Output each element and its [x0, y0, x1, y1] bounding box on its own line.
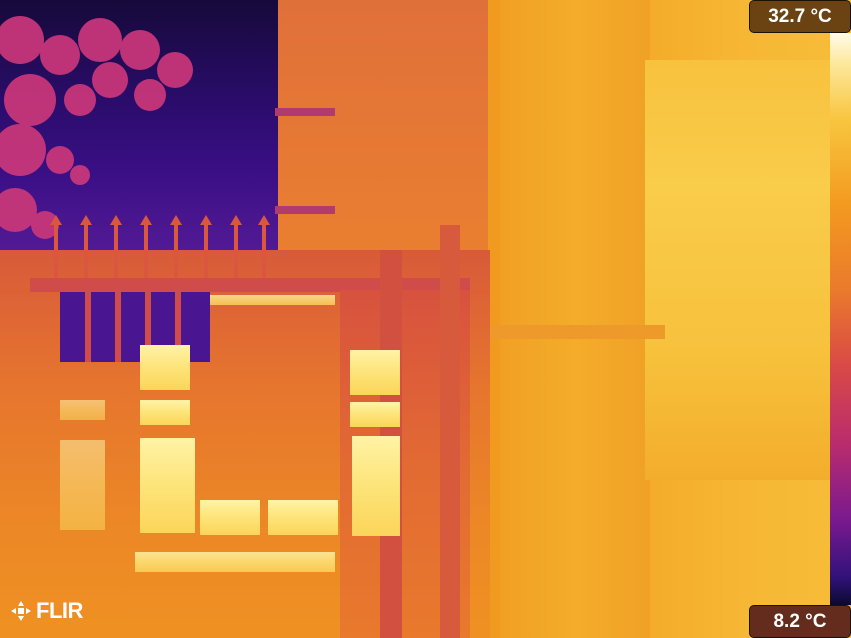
flir-logo-text: FLIR — [36, 598, 83, 624]
window-pane — [60, 400, 105, 420]
window-pane — [140, 345, 190, 390]
wall-bar — [275, 108, 335, 116]
building-pillar — [500, 0, 650, 638]
window-pane — [140, 400, 190, 425]
wall-bar — [275, 206, 335, 214]
gate-post — [440, 225, 460, 638]
building-ledge — [480, 325, 665, 339]
building-panel — [645, 60, 830, 480]
window-pane — [200, 500, 260, 535]
window-pane — [352, 436, 400, 536]
window-pane — [135, 552, 335, 572]
window-pane — [350, 350, 400, 395]
window-pane — [60, 440, 105, 530]
window-pane — [350, 402, 400, 427]
window-pane — [140, 438, 195, 533]
temperature-scale-bar — [830, 33, 851, 605]
min-temperature-label: 8.2 °C — [749, 605, 851, 638]
max-temperature-label: 32.7 °C — [749, 0, 851, 33]
window-pane — [210, 295, 335, 305]
foliage — [0, 10, 200, 250]
window-pane — [268, 500, 338, 535]
flir-logo: FLIR — [10, 598, 83, 624]
fence-spikes — [40, 215, 280, 280]
flir-logo-icon — [10, 600, 32, 622]
